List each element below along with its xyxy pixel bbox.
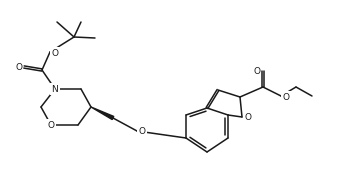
Text: N: N (52, 84, 58, 93)
Polygon shape (91, 107, 114, 120)
Text: O: O (48, 121, 54, 130)
Text: O: O (139, 127, 145, 136)
Text: O: O (52, 49, 58, 58)
Text: O: O (282, 92, 289, 102)
Text: O: O (253, 67, 261, 76)
Text: O: O (245, 114, 251, 123)
Text: O: O (15, 62, 23, 71)
